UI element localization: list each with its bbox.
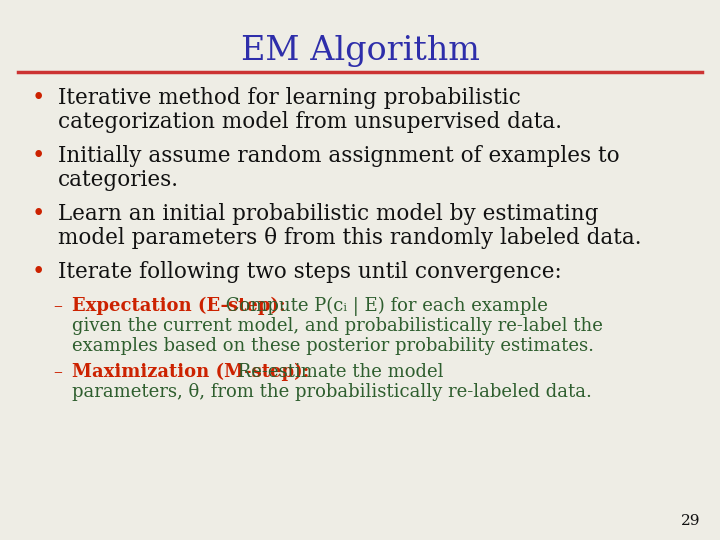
Text: categorization model from unsupervised data.: categorization model from unsupervised d… [58,111,562,133]
Text: Learn an initial probabilistic model by estimating: Learn an initial probabilistic model by … [58,203,598,225]
Text: •: • [31,261,45,283]
Text: –: – [53,297,63,315]
Text: model parameters θ from this randomly labeled data.: model parameters θ from this randomly la… [58,227,642,249]
Text: Expectation (E-step):: Expectation (E-step): [72,297,286,315]
Text: EM Algorithm: EM Algorithm [240,35,480,67]
Text: parameters, θ, from the probabilistically re-labeled data.: parameters, θ, from the probabilisticall… [72,383,592,401]
Text: •: • [31,87,45,109]
Text: categories.: categories. [58,169,179,191]
Text: •: • [31,145,45,167]
Text: Maximization (M-step):: Maximization (M-step): [72,363,310,381]
Text: –: – [53,363,63,381]
Text: Re-estimate the model: Re-estimate the model [232,363,444,381]
Text: Iterative method for learning probabilistic: Iterative method for learning probabilis… [58,87,521,109]
Text: Iterate following two steps until convergence:: Iterate following two steps until conver… [58,261,562,283]
Text: Compute P(cᵢ | E) for each example: Compute P(cᵢ | E) for each example [220,297,548,316]
Text: •: • [31,203,45,225]
Text: examples based on these posterior probability estimates.: examples based on these posterior probab… [72,337,594,355]
Text: given the current model, and probabilistically re-label the: given the current model, and probabilist… [72,317,603,335]
Text: 29: 29 [680,514,700,528]
Text: Initially assume random assignment of examples to: Initially assume random assignment of ex… [58,145,620,167]
